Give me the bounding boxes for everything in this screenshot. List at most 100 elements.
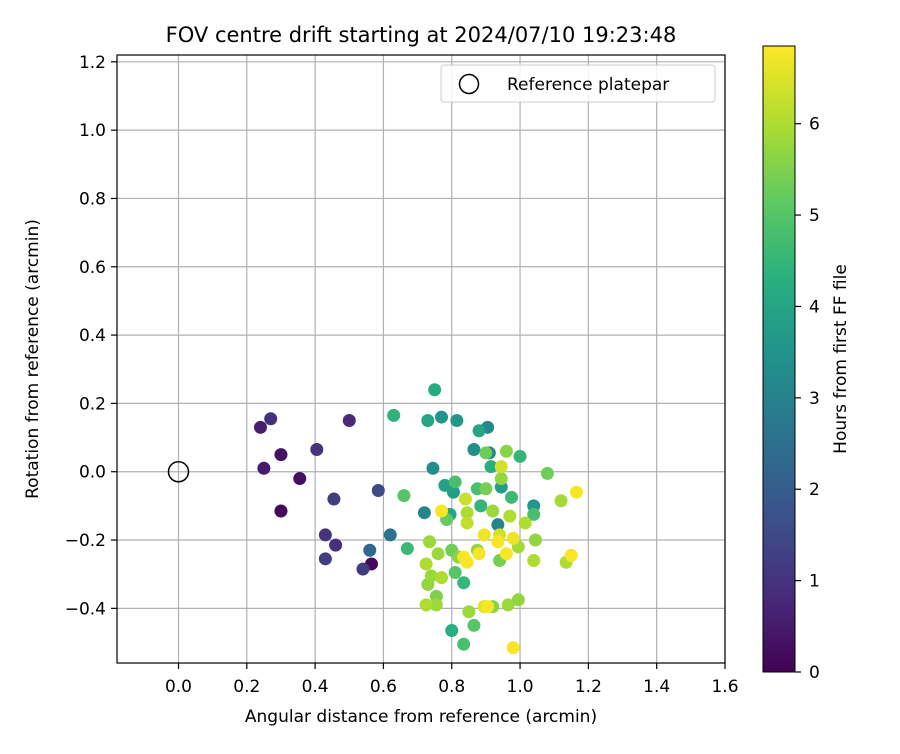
data-point xyxy=(419,598,433,612)
data-point xyxy=(484,460,498,474)
data-point xyxy=(257,461,271,475)
data-point xyxy=(486,504,500,518)
reference-marker-group xyxy=(167,460,190,483)
x-tick-label: 1.4 xyxy=(643,677,670,697)
colorbar-tick-label: 4 xyxy=(809,297,820,317)
data-point xyxy=(274,504,288,518)
data-point xyxy=(434,504,448,518)
data-point xyxy=(450,413,464,427)
y-tick-label: 0.8 xyxy=(79,189,106,209)
y-tick-label: 0.6 xyxy=(79,258,106,278)
colorbar-tick-label: 2 xyxy=(809,480,820,500)
legend-reference-marker-icon xyxy=(458,73,480,95)
data-point xyxy=(479,446,493,460)
data-point xyxy=(438,478,452,492)
data-point xyxy=(569,485,583,499)
x-tick-label: 0.8 xyxy=(438,677,465,697)
data-point xyxy=(494,472,508,486)
legend-box xyxy=(440,64,716,103)
y-tick-label: 0.0 xyxy=(79,463,106,483)
data-point xyxy=(467,618,481,632)
data-point xyxy=(448,475,462,489)
x-tick-label: 0.0 xyxy=(165,677,192,697)
data-point xyxy=(499,547,513,561)
x-tick-label: 1.2 xyxy=(575,677,602,697)
data-point xyxy=(400,542,414,556)
x-tick-label: 1.0 xyxy=(507,677,534,697)
data-point xyxy=(387,408,401,422)
x-tick-label: 0.4 xyxy=(302,677,329,697)
data-point xyxy=(264,412,278,426)
data-point xyxy=(474,499,488,513)
data-point xyxy=(460,506,474,520)
colorbar-ticks: 0 1 2 3 4 5 6 xyxy=(795,115,820,683)
data-point xyxy=(419,557,433,571)
x-axis-label: Angular distance from reference (arcmin) xyxy=(245,707,597,727)
data-point xyxy=(540,466,554,480)
data-point xyxy=(327,492,341,506)
data-point xyxy=(527,507,541,521)
data-point xyxy=(342,413,356,427)
data-point xyxy=(462,605,476,619)
reference-marker xyxy=(167,460,190,483)
data-point xyxy=(434,410,448,424)
data-point xyxy=(505,490,519,504)
data-point xyxy=(310,443,324,457)
data-point xyxy=(426,461,440,475)
y-tick-label: −0.4 xyxy=(65,599,106,619)
data-point xyxy=(472,547,486,561)
colorbar-tick-label: 1 xyxy=(809,572,820,592)
data-point xyxy=(564,548,578,562)
data-point xyxy=(506,531,520,545)
data-point xyxy=(467,443,481,457)
y-tick-label: 0.2 xyxy=(79,394,106,414)
x-tick-label: 1.6 xyxy=(711,677,738,697)
data-point xyxy=(494,460,508,474)
colorbar-tick-label: 6 xyxy=(809,115,820,135)
y-tick-label: 0.4 xyxy=(79,326,106,346)
data-point xyxy=(506,641,520,655)
legend: Reference platepar xyxy=(440,64,716,103)
data-point xyxy=(527,554,541,568)
data-point xyxy=(503,509,517,523)
data-point xyxy=(253,420,267,434)
y-tick-label: −0.2 xyxy=(65,531,106,551)
data-point xyxy=(428,383,442,397)
plot-frame xyxy=(116,54,726,664)
data-point xyxy=(417,506,431,520)
data-point xyxy=(477,528,491,542)
data-point xyxy=(431,547,445,561)
x-tick-label: 0.6 xyxy=(370,677,397,697)
data-point xyxy=(460,516,474,530)
legend-entry-reference: Reference platepar xyxy=(507,75,669,95)
data-point xyxy=(491,518,505,532)
data-point xyxy=(363,543,377,557)
data-point xyxy=(518,516,532,530)
data-point xyxy=(274,448,288,462)
data-point xyxy=(293,472,307,486)
data-point xyxy=(383,528,397,542)
data-point xyxy=(397,489,411,503)
data-point xyxy=(460,555,474,569)
data-point xyxy=(481,600,495,614)
chart-title: FOV centre drift starting at 2024/07/10 … xyxy=(166,23,677,47)
data-point xyxy=(356,562,370,576)
data-point xyxy=(511,593,525,607)
data-point xyxy=(445,624,459,638)
data-point xyxy=(329,538,343,552)
y-axis-label: Rotation from reference (arcmin) xyxy=(23,219,43,499)
data-point xyxy=(472,424,486,438)
grid-lines xyxy=(117,55,726,663)
colorbar: 0 1 2 3 4 5 6 Hours from first FF file xyxy=(762,45,851,683)
x-tick-label: 0.2 xyxy=(233,677,260,697)
data-point xyxy=(421,413,435,427)
data-point xyxy=(554,494,568,508)
colorbar-gradient xyxy=(762,45,796,673)
x-axis-ticks: 0.0 0.2 0.4 0.6 0.8 1.0 1.2 1.4 1.6 xyxy=(165,663,739,697)
data-point xyxy=(318,552,332,566)
data-point xyxy=(423,535,437,549)
data-point xyxy=(448,565,462,579)
colorbar-tick-label: 5 xyxy=(809,206,820,226)
data-point xyxy=(371,484,385,498)
